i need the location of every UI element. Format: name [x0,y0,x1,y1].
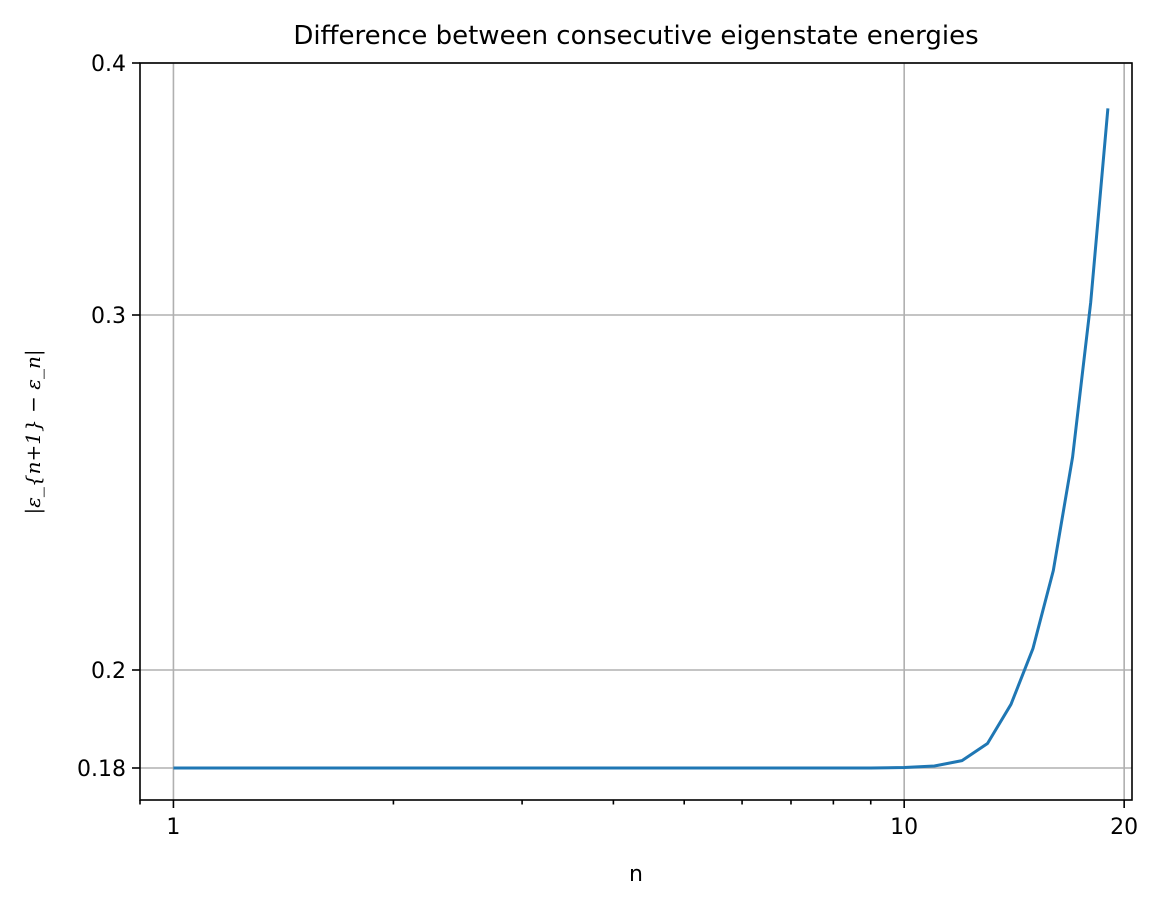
x-tick-label: 10 [890,815,918,840]
x-tick-label: 1 [166,815,180,840]
y-tick-label: 0.3 [91,304,126,329]
axis-ticks: 1 10 20 0.18 0.2 0.3 0.4 [77,52,1138,840]
x-axis-label: n [629,862,643,887]
y-tick-label: 0.18 [77,757,126,782]
y-tick-label: 0.4 [91,52,126,77]
x-tick-label: 20 [1110,815,1138,840]
y-axis-label: |ε_{n+1} − ε_n| [21,349,46,514]
axes-frame [139,62,1133,801]
chart-title: Difference between consecutive eigenstat… [293,21,978,51]
y-tick-label: 0.2 [91,659,126,684]
grid [140,62,1132,800]
series-line [173,108,1110,770]
plot-area [173,108,1110,770]
